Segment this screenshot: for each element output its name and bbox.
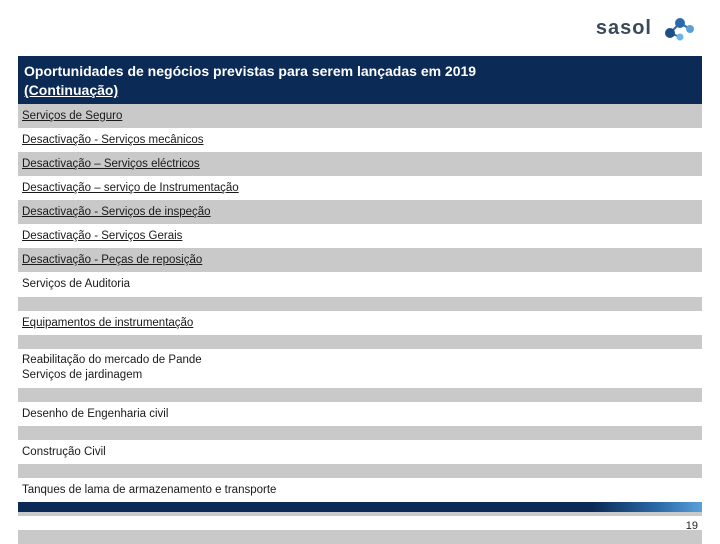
table-row [18,464,702,478]
table-row: Serviços de Auditoria [18,272,702,296]
header: sasol [0,0,720,56]
table-row [18,297,702,311]
table-row: Desactivação - Serviços Gerais [18,224,702,248]
row-text: Serviços de Seguro [22,108,122,124]
row-text: Serviços de Auditoria [22,276,130,292]
row-text: Tanques de lama de armazenamento e trans… [22,482,276,498]
table-row: Desenho de Engenharia civil [18,402,702,426]
molecule-icon [660,13,696,43]
logo: sasol [596,13,696,43]
row-text: Reabilitação do mercado de PandeServiços… [22,353,202,384]
opportunities-table: Serviços de Seguro Desactivação - Serviço… [18,104,702,544]
table-row: Serviços de Seguro [18,104,702,128]
title-line2: (Continuação) [24,81,696,100]
row-text: Desenho de Engenharia civil [22,406,168,422]
table-row: Equipamentos de instrumentação [18,311,702,335]
row-text: Construção Civil [22,444,106,460]
table-row [18,530,702,544]
table-row [18,516,702,530]
slide-title: Oportunidades de negócios previstas para… [18,56,702,104]
table-row: Desactivação - Serviços mecânicos [18,128,702,152]
table-row [18,426,702,440]
table-row: Tanques de lama de armazenamento e trans… [18,478,702,502]
footer-stripe [18,502,702,512]
row-text: Desactivação – Serviços eléctricos [22,156,200,172]
row-text: Desactivação - Peças de reposição [22,252,202,268]
table-row [18,335,702,349]
page-number: 19 [686,520,698,532]
row-text: Desactivação - Serviços de inspeção [22,204,211,220]
logo-text: sasol [596,17,652,40]
title-line1: Oportunidades de negócios previstas para… [24,62,696,81]
row-text: Desactivação - Serviços mecânicos [22,132,204,148]
table-row: Desactivação – serviço de Instrumentação [18,176,702,200]
table-row: Desactivação - Serviços de inspeção [18,200,702,224]
table-row: Desactivação – Serviços eléctricos [18,152,702,176]
table-row: Reabilitação do mercado de PandeServiços… [18,349,702,388]
row-text: Equipamentos de instrumentação [22,315,193,331]
row-text: Desactivação - Serviços Gerais [22,228,182,244]
table-row: Desactivação - Peças de reposição [18,248,702,272]
table-row: Construção Civil [18,440,702,464]
row-text: Desactivação – serviço de Instrumentação [22,180,239,196]
table-row [18,388,702,402]
